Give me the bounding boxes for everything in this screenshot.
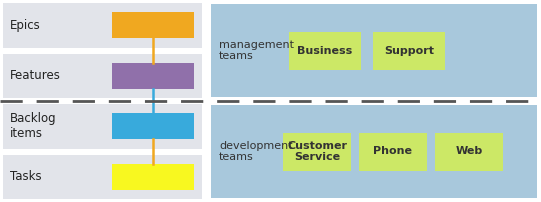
Bar [289,32,361,69]
Bar [112,113,194,139]
Bar [283,133,351,170]
Text: Web: Web [456,146,483,157]
Bar [359,133,427,170]
Text: management
teams: management teams [219,40,294,61]
Bar [112,164,194,190]
Text: Phone: Phone [373,146,412,157]
Text: Customer
Service: Customer Service [287,141,347,162]
Bar [3,3,202,47]
Text: Epics: Epics [10,19,41,32]
Text: development
teams: development teams [219,141,293,162]
Bar [211,105,537,198]
Bar [3,155,202,199]
Text: Features: Features [10,69,61,82]
Bar [112,12,194,38]
Bar [373,32,445,69]
Bar [435,133,503,170]
Bar [112,63,194,89]
Text: Support: Support [384,45,434,56]
Text: Business: Business [298,45,353,56]
Text: Backlog
items: Backlog items [10,112,57,140]
Text: Tasks: Tasks [10,170,42,183]
Bar [3,54,202,98]
Bar [211,4,537,97]
Bar [3,104,202,148]
